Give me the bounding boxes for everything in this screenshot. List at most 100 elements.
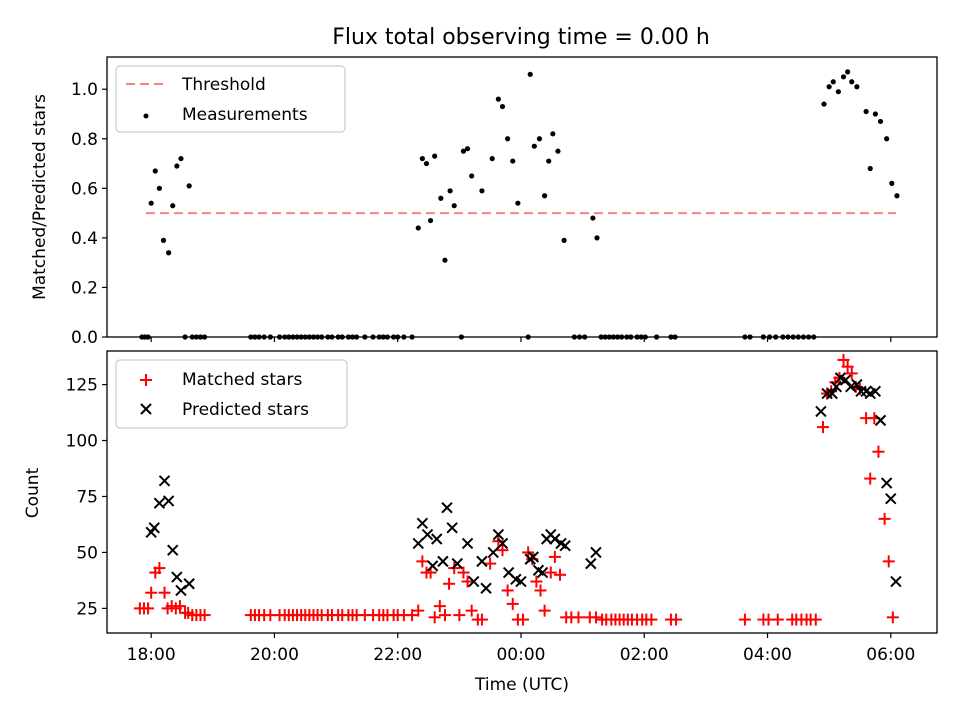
measurement-point [614, 334, 621, 340]
measurement-point [672, 334, 678, 340]
measurement-point [826, 84, 832, 90]
matched-star-point [809, 613, 822, 626]
measurement-point [805, 334, 812, 340]
measurement-point [653, 334, 660, 340]
predicted-star-point [549, 533, 561, 545]
predicted-star-point [183, 578, 195, 590]
matched-star-point [506, 597, 519, 610]
measurement-point [747, 334, 753, 340]
matched-star-point [517, 613, 530, 626]
matched-star-point [501, 584, 514, 597]
legend-predicted-swatch [140, 403, 152, 415]
count-y-axis: 25 50 75 100 125 [66, 376, 107, 619]
measurement-point [335, 334, 341, 340]
measurement-point [854, 84, 860, 90]
predicted-star-point [830, 381, 843, 393]
measurement-point [598, 334, 604, 340]
measurement-point [561, 237, 567, 243]
measurement-point [438, 195, 444, 201]
predicted-star-point [869, 385, 882, 397]
measurement-point [785, 334, 791, 340]
measurement-point [800, 334, 807, 340]
measurement-point [541, 193, 548, 199]
matched-star-point [864, 472, 877, 485]
ratio-legend-frame [115, 65, 346, 133]
measurement-point [863, 108, 869, 115]
measurement-point [432, 153, 438, 159]
matched-star-point [645, 613, 658, 626]
predicted-star-point [446, 522, 458, 534]
y-tick-label: 125 [66, 376, 98, 396]
measurement-point [576, 334, 583, 340]
matched-star-point [882, 555, 895, 568]
predicted-star-point [426, 560, 439, 572]
matched-star-point [534, 584, 547, 597]
measurement-point [619, 334, 625, 340]
predicted-star-point [492, 528, 505, 541]
matched-star-point [572, 611, 585, 624]
measurement-point [464, 146, 471, 152]
matched-star-point [886, 611, 899, 624]
measurement-point [505, 136, 511, 142]
measurement-point [282, 334, 288, 340]
predicted-star-point [515, 575, 527, 588]
measurement-point [489, 155, 495, 162]
measurement-point [872, 111, 878, 117]
predicted-star-point [167, 544, 179, 556]
predicted-star-point [496, 537, 509, 550]
measurement-point [286, 334, 292, 340]
matched-star-point [416, 555, 429, 568]
measurement-point [166, 250, 172, 256]
y-tick-label: 0.0 [71, 328, 98, 348]
measurement-point [186, 183, 192, 189]
count-legend-frame [115, 359, 348, 429]
legend-measurements-label: Measurements [182, 105, 308, 125]
measurement-point [156, 185, 162, 191]
measurement-point [894, 193, 900, 199]
measurement-point [773, 334, 779, 340]
measurement-point [821, 101, 827, 107]
matched-star-point [738, 613, 751, 626]
measurement-point [197, 334, 204, 340]
y-tick-label: 75 [76, 487, 98, 507]
measurement-point [594, 235, 600, 241]
measurement-point [479, 188, 485, 194]
x-tick-label: 20:00 [250, 645, 299, 665]
measurement-point [349, 334, 356, 340]
measurement-point [298, 334, 304, 340]
y-tick-label: 0.6 [71, 179, 98, 199]
measurement-point [499, 103, 506, 110]
measurement-point [306, 334, 312, 340]
predicted-star-point [487, 546, 499, 559]
measurement-point [370, 334, 376, 340]
measurement-point [447, 188, 453, 194]
measurement-point [610, 334, 617, 340]
measurement-point [571, 334, 577, 340]
measurement-point [314, 334, 321, 340]
measurement-point [606, 334, 612, 340]
y-tick-label: 50 [76, 543, 98, 563]
measurement-point [201, 334, 208, 340]
measurement-point [427, 217, 434, 224]
matched-star-point [475, 613, 488, 626]
measurement-point [638, 334, 644, 340]
predicted-star-point [171, 571, 183, 583]
matched-star-point [771, 613, 784, 626]
matched-star-point [496, 544, 509, 557]
predicted-star-point [480, 582, 492, 594]
predicted-star-point [590, 546, 602, 559]
predicted-star-point [815, 405, 827, 418]
measurement-point [384, 334, 391, 340]
predicted-star-point [845, 381, 857, 393]
measurement-point [182, 334, 188, 340]
matched-star-point [544, 566, 557, 579]
matched-star-point [461, 575, 474, 588]
predicted-star-point [826, 387, 838, 400]
predicted-star-point [536, 566, 549, 579]
measurement-point [160, 237, 167, 243]
predicted-star-point [451, 557, 463, 570]
matched-star-point [530, 575, 543, 588]
measurement-point [546, 158, 552, 164]
predicted-star-point [461, 537, 474, 550]
